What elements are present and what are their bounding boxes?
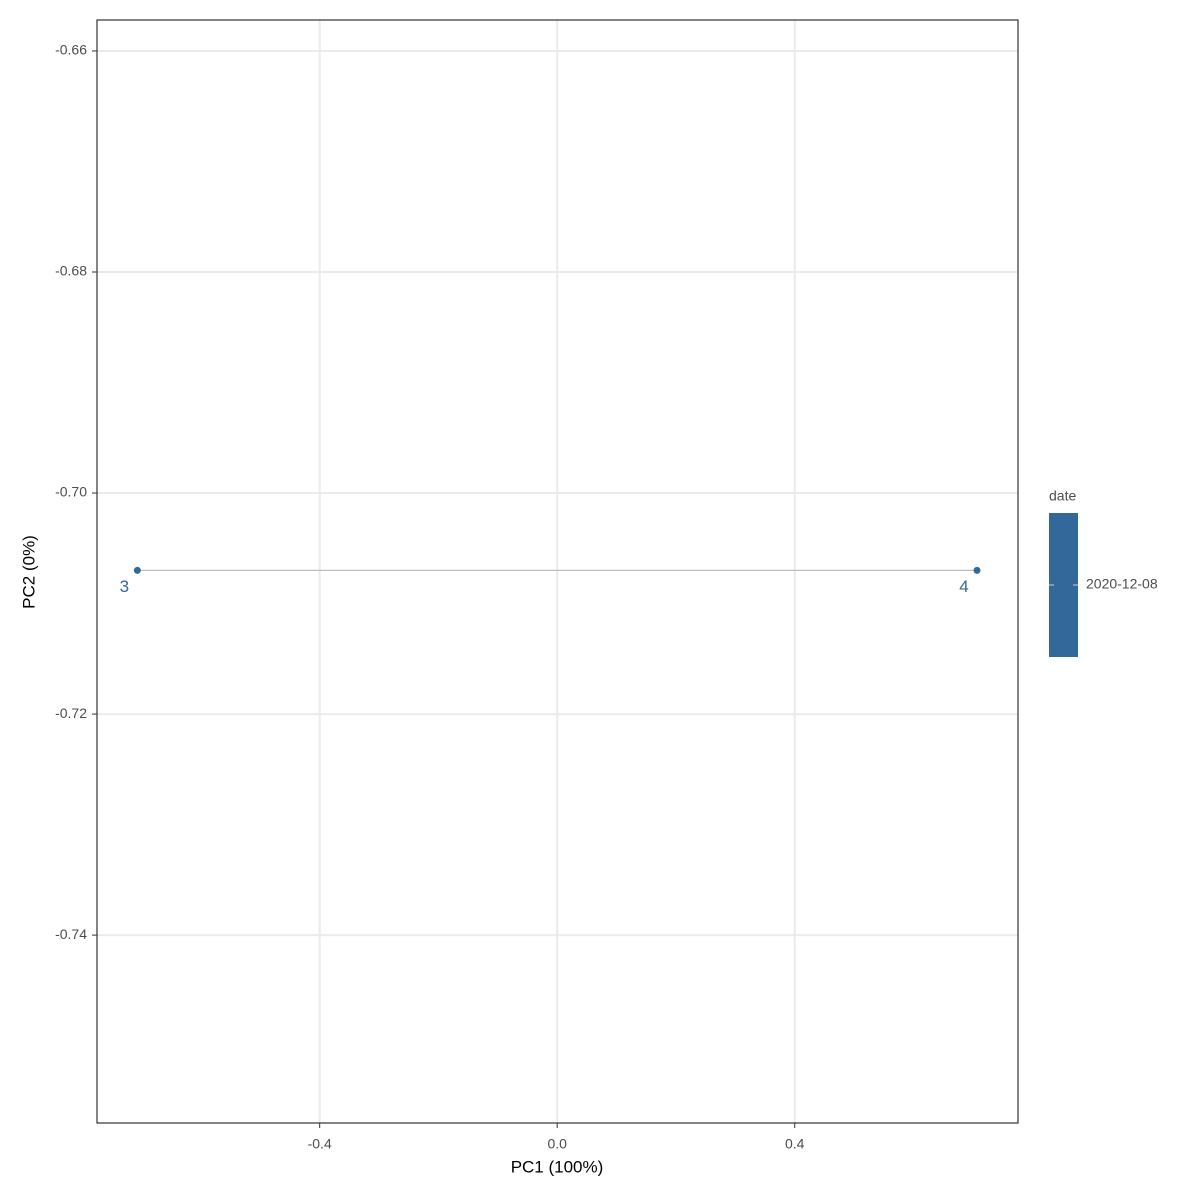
y-tick-label: -0.74 bbox=[55, 926, 87, 942]
legend-label: 2020-12-08 bbox=[1086, 576, 1158, 592]
x-tick-label: 0.4 bbox=[785, 1136, 805, 1152]
point bbox=[133, 566, 141, 574]
y-tick-label: -0.68 bbox=[55, 263, 87, 279]
x-axis-title: PC1 (100%) bbox=[511, 1157, 604, 1176]
legend-title: date bbox=[1049, 488, 1076, 504]
point-label: 4 bbox=[959, 577, 968, 596]
y-tick-label: -0.70 bbox=[55, 484, 87, 500]
y-axis-title: PC2 (0%) bbox=[19, 535, 38, 609]
point-label: 3 bbox=[120, 577, 129, 596]
point bbox=[973, 566, 981, 574]
x-tick-label: 0.0 bbox=[547, 1136, 567, 1152]
y-tick-label: -0.66 bbox=[55, 42, 87, 58]
x-tick-label: -0.4 bbox=[308, 1136, 332, 1152]
y-tick-label: -0.72 bbox=[55, 705, 87, 721]
panel-border bbox=[96, 19, 1019, 1124]
